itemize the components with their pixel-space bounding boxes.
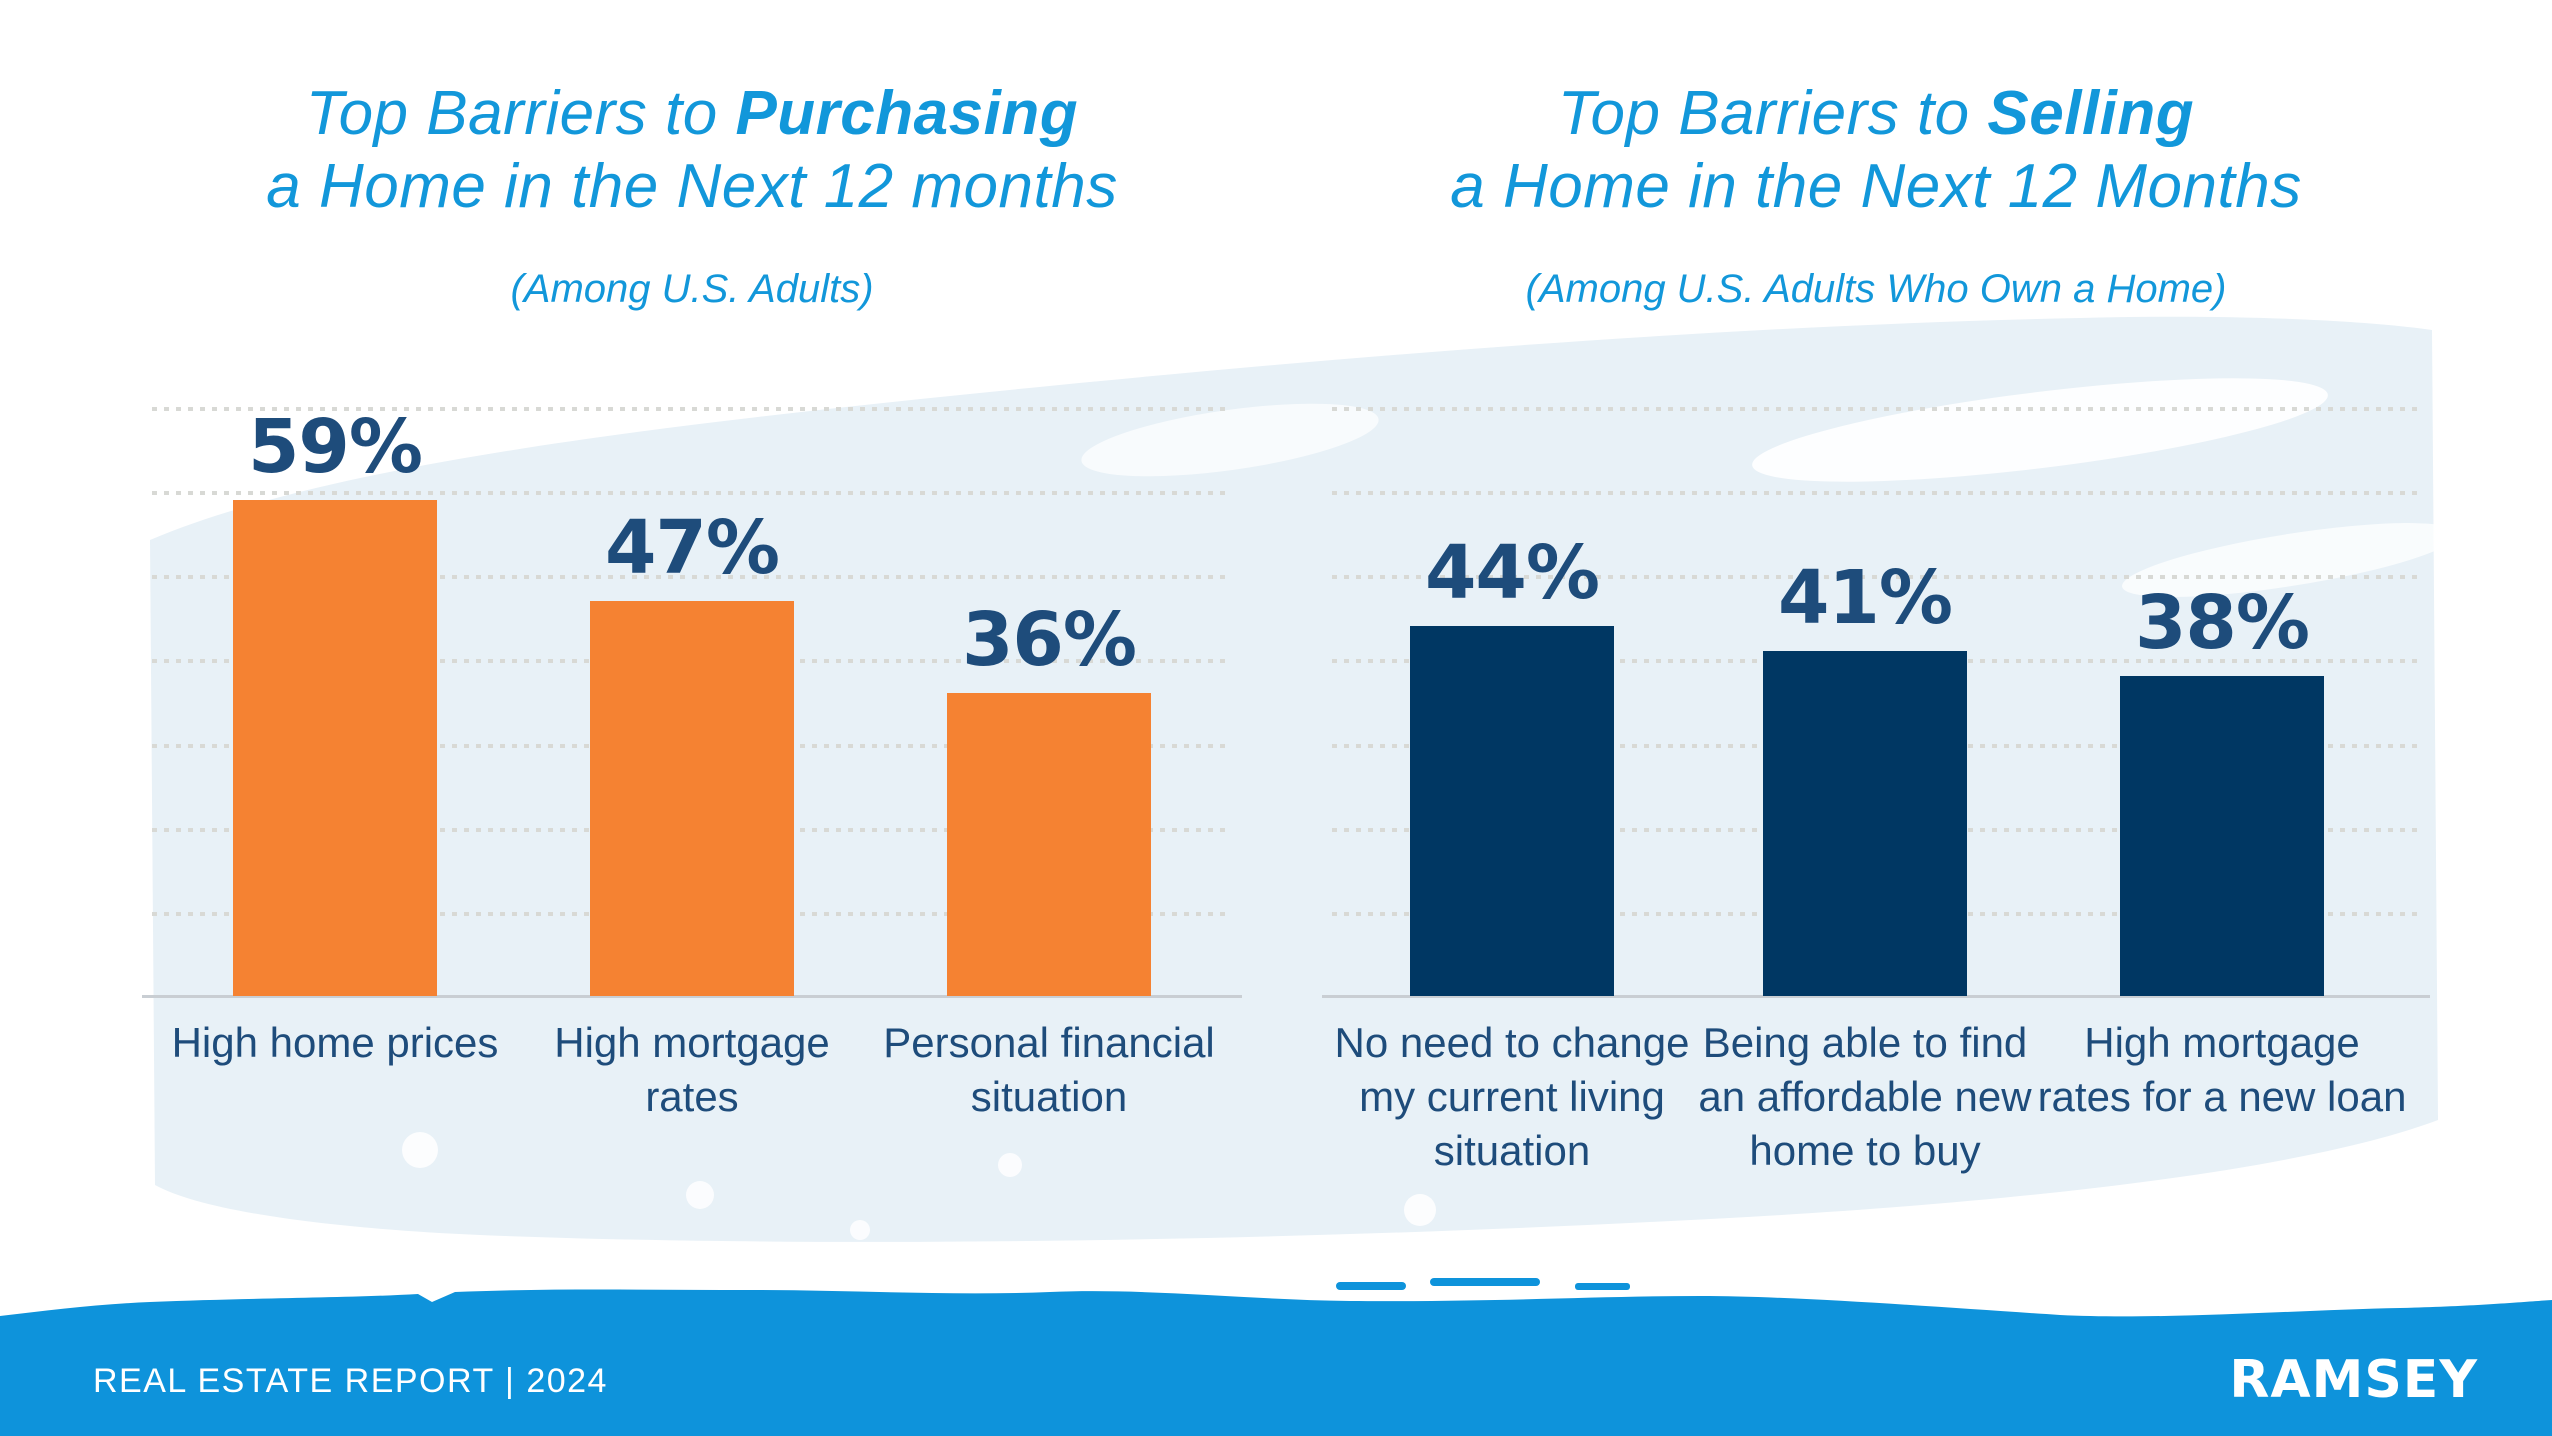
purchasing-title-line1: Top Barriers to Purchasing [152, 78, 1232, 151]
bar-category-label: High mortgage rates for a new loan [2037, 1019, 2407, 1120]
gridline [1332, 407, 2420, 411]
bar: 41% Being able to find an affordable new … [1698, 555, 2031, 1173]
bar-value-label: 36% [961, 597, 1137, 684]
selling-title-prefix: Top Barriers to [1557, 79, 1988, 148]
purchasing-bar-chart: 59% High home prices 47% High mortgage rate… [142, 404, 1242, 1120]
purchasing-title-emphasis: Purchasing [735, 79, 1079, 148]
purchasing-title-prefix: Top Barriers to [305, 79, 736, 148]
bar-category-label: High home prices [171, 1019, 499, 1066]
footer-band [0, 1278, 2552, 1436]
gridline [152, 407, 1232, 411]
selling-title-block: Top Barriers to Selling a Home in the Ne… [1332, 78, 2420, 312]
x-axis-baseline [1322, 995, 2430, 998]
gridline [152, 575, 1232, 580]
bar: 38% High mortgage rates for a new loan [2038, 580, 2407, 1119]
bar-category-label: Personal financial situation [883, 1019, 1215, 1120]
purchasing-title-line2: a Home in the Next 12 months [266, 151, 1118, 221]
bar: 36% Personal financial situation [883, 597, 1215, 1120]
gridline [1332, 575, 2420, 580]
bar-value-label: 47% [604, 504, 780, 591]
selling-title-line1: Top Barriers to Selling [1332, 78, 2420, 151]
selling-subtitle: (Among U.S. Adults Who Own a Home) [1525, 267, 2227, 312]
gridline [152, 491, 1232, 496]
bar-value-label: 38% [2134, 580, 2310, 667]
bar-category-label: Being able to find an affordable new hom… [1698, 1019, 2032, 1174]
bar: 44% No need to change my current living s… [1335, 530, 1690, 1174]
footer-report-label: REAL ESTATE REPORT | 2024 [93, 1362, 608, 1400]
bar-category-label: High mortgage rates [554, 1019, 830, 1120]
purchasing-subtitle: (Among U.S. Adults) [510, 267, 874, 312]
bar-value-label: 59% [247, 403, 423, 490]
bar-category-label: No need to change my current living situ… [1334, 1019, 1690, 1174]
selling-title-line2: a Home in the Next 12 Months [1450, 151, 2302, 221]
ramsey-logo: RAMSEY [2229, 1350, 2478, 1410]
bar: 47% High mortgage rates [554, 505, 829, 1120]
purchasing-title-block: Top Barriers to Purchasing a Home in the… [152, 78, 1232, 312]
gridline [1332, 491, 2420, 496]
x-axis-baseline [142, 995, 1242, 998]
selling-bar-chart: 44% No need to change my current living s… [1322, 407, 2430, 1174]
bar: 59% High home prices [172, 404, 499, 1066]
bar-value-label: 44% [1424, 529, 1600, 616]
bar-value-label: 41% [1777, 555, 1953, 642]
selling-title-emphasis: Selling [1987, 79, 2195, 148]
